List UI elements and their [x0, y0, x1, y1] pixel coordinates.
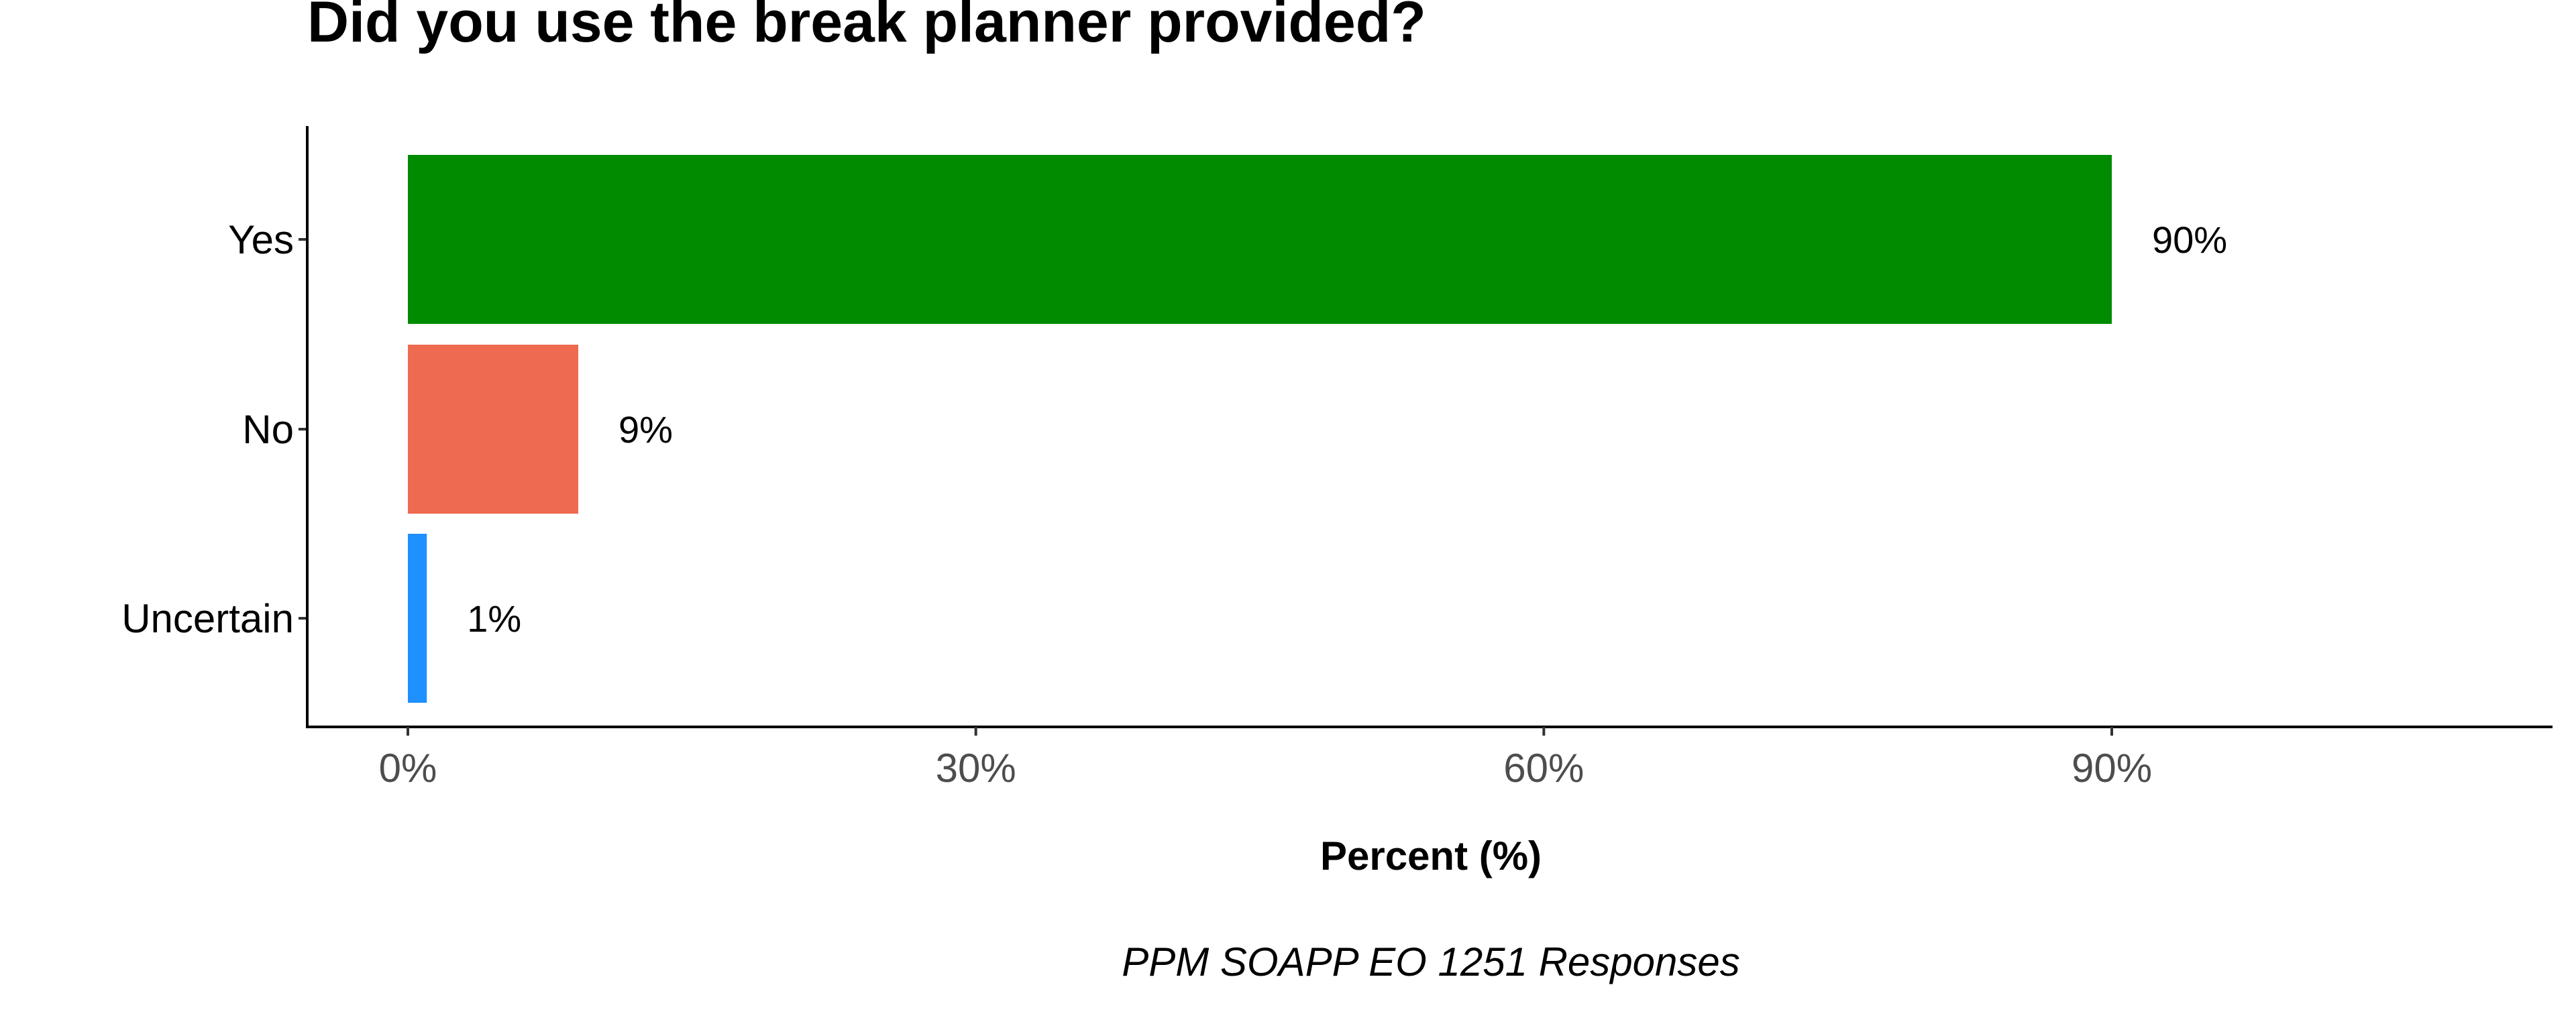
data-labels-group: 90% 9% 1% [467, 219, 2227, 640]
chart-caption: PPM SOAPP EO 1251 Responses [1122, 939, 1740, 984]
y-tick-label-no: No [242, 407, 294, 452]
data-label-yes: 90% [2152, 219, 2227, 261]
x-tick-label-30: 30% [936, 746, 1016, 791]
x-tick-label-60: 60% [1503, 746, 1584, 791]
x-tick-label-90: 90% [2072, 746, 2152, 791]
bars-group [408, 155, 2112, 703]
bar-no [408, 345, 578, 514]
y-axis: Yes No Uncertain [121, 126, 309, 727]
bar-yes [408, 155, 2112, 324]
y-tick-label-yes: Yes [228, 217, 294, 262]
bar-uncertain [408, 534, 427, 703]
x-axis: 0% 30% 60% 90% [306, 726, 2553, 791]
chart-title: Did you use the break planner provided? [307, 0, 1426, 54]
x-tick-label-0: 0% [379, 746, 437, 791]
x-axis-title: Percent (%) [1320, 834, 1542, 878]
y-tick-label-uncertain: Uncertain [121, 596, 294, 641]
data-label-uncertain: 1% [467, 597, 521, 640]
data-label-no: 9% [619, 408, 673, 451]
